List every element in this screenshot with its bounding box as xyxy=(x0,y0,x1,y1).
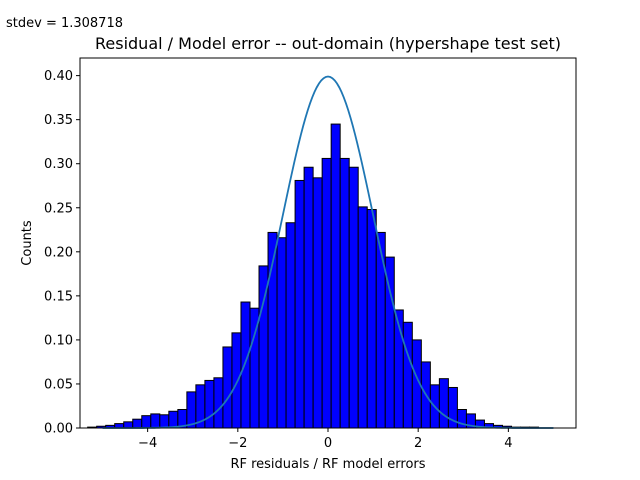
histogram-bar xyxy=(276,237,287,429)
stdev-annotation: stdev = 1.308718 xyxy=(6,16,123,31)
histogram-bar xyxy=(321,157,332,429)
chart-title: Residual / Model error -- out-domain (hy… xyxy=(95,34,561,53)
histogram-bar xyxy=(231,332,242,429)
x-tick-label: −2 xyxy=(228,436,247,451)
x-tick-label: 2 xyxy=(414,436,422,451)
histogram-bar xyxy=(159,414,170,429)
histogram-bars xyxy=(87,123,540,429)
histogram-bar xyxy=(339,157,350,429)
histogram-bar xyxy=(366,209,377,429)
histogram-bar xyxy=(294,179,305,429)
y-tick-label: 0.20 xyxy=(44,245,73,260)
histogram-bar xyxy=(204,379,215,429)
y-tick-label: 0.15 xyxy=(44,289,73,304)
histogram-bar xyxy=(303,166,314,429)
y-tick-label: 0.30 xyxy=(44,157,73,172)
normal-curve xyxy=(102,75,554,429)
histogram-bar xyxy=(141,415,152,429)
histogram-bar xyxy=(150,413,161,429)
x-tick-label: −4 xyxy=(138,436,157,451)
histogram-bar xyxy=(132,418,143,429)
histogram-bar xyxy=(330,123,341,429)
histogram-bar xyxy=(285,222,296,429)
y-tick-label: 0.05 xyxy=(44,377,73,392)
y-tick-label: 0.35 xyxy=(44,113,73,128)
histogram-bar xyxy=(402,321,413,429)
x-axis-label: RF residuals / RF model errors xyxy=(230,457,425,472)
histogram-bar xyxy=(312,177,323,429)
x-tick-label: 0 xyxy=(324,436,332,451)
histogram-bar xyxy=(240,301,251,429)
histogram-bar xyxy=(438,378,449,429)
histogram-bar xyxy=(186,391,197,429)
y-tick-label: 0.00 xyxy=(44,422,73,437)
y-axis-label: Counts xyxy=(20,220,35,266)
x-axis-ticks: −4 −2 0 2 4 xyxy=(138,428,513,451)
histogram-bar xyxy=(168,410,179,429)
y-tick-label: 0.10 xyxy=(44,333,73,348)
histogram-bar xyxy=(384,256,395,429)
histogram-bar xyxy=(213,377,224,429)
histogram-bar xyxy=(357,206,368,429)
y-tick-label: 0.25 xyxy=(44,201,73,216)
x-tick-label: 4 xyxy=(504,436,512,451)
histogram-bar xyxy=(222,346,233,429)
y-axis-ticks: 0.00 0.05 0.10 0.15 0.20 0.25 0.30 0.35 0.40 xyxy=(44,69,80,437)
y-tick-label: 0.40 xyxy=(44,69,73,84)
histogram-bar xyxy=(348,166,359,429)
